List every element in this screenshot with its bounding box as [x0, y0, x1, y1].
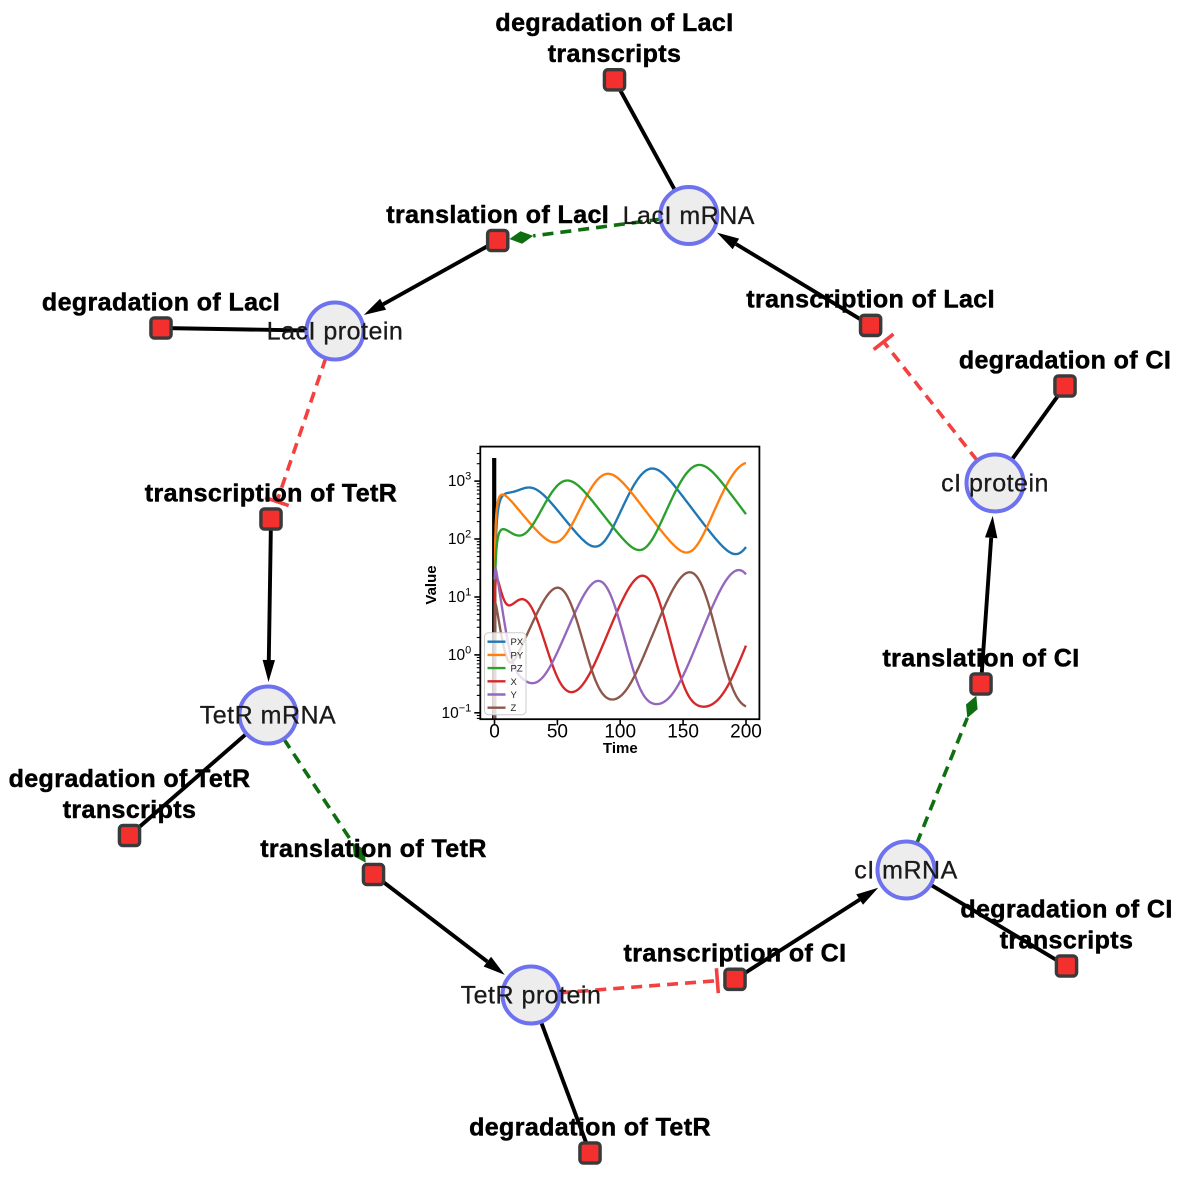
- svg-text:transcription of LacI: transcription of LacI: [746, 286, 995, 314]
- svg-text:Time: Time: [603, 740, 638, 757]
- svg-text:degradation of TetR: degradation of TetR: [9, 765, 251, 793]
- svg-text:translation of CI: translation of CI: [882, 644, 1079, 672]
- svg-text:TetR protein: TetR protein: [461, 982, 602, 1010]
- svg-text:transcripts: transcripts: [1000, 926, 1134, 954]
- svg-text:LacI mRNA: LacI mRNA: [623, 202, 755, 230]
- svg-text:degradation of CI: degradation of CI: [960, 895, 1172, 923]
- svg-text:degradation of TetR: degradation of TetR: [469, 1113, 711, 1141]
- svg-text:transcripts: transcripts: [63, 796, 197, 824]
- svg-text:X: X: [511, 677, 518, 688]
- svg-text:50: 50: [547, 722, 568, 743]
- svg-text:200: 200: [730, 722, 762, 743]
- svg-text:PX: PX: [511, 637, 524, 648]
- svg-text:degradation of CI: degradation of CI: [959, 346, 1171, 374]
- svg-text:PY: PY: [511, 650, 524, 661]
- svg-text:LacI protein: LacI protein: [267, 318, 404, 346]
- svg-text:0: 0: [489, 722, 500, 743]
- svg-text:transcripts: transcripts: [548, 40, 682, 68]
- svg-text:Z: Z: [511, 703, 517, 714]
- svg-text:translation of LacI: translation of LacI: [386, 201, 609, 229]
- svg-text:PZ: PZ: [511, 664, 523, 675]
- svg-text:degradation of LacI: degradation of LacI: [42, 288, 280, 316]
- svg-text:transcription of TetR: transcription of TetR: [145, 479, 397, 507]
- svg-text:cI mRNA: cI mRNA: [854, 857, 958, 885]
- svg-text:degradation of LacI: degradation of LacI: [495, 9, 733, 37]
- svg-text:cI protein: cI protein: [941, 470, 1049, 498]
- svg-text:TetR mRNA: TetR mRNA: [200, 702, 336, 730]
- svg-text:translation of TetR: translation of TetR: [260, 835, 487, 863]
- svg-text:Value: Value: [423, 565, 440, 604]
- svg-text:100: 100: [604, 722, 636, 743]
- svg-text:150: 150: [667, 722, 699, 743]
- svg-text:transcription of CI: transcription of CI: [624, 940, 847, 968]
- svg-text:Y: Y: [511, 690, 518, 701]
